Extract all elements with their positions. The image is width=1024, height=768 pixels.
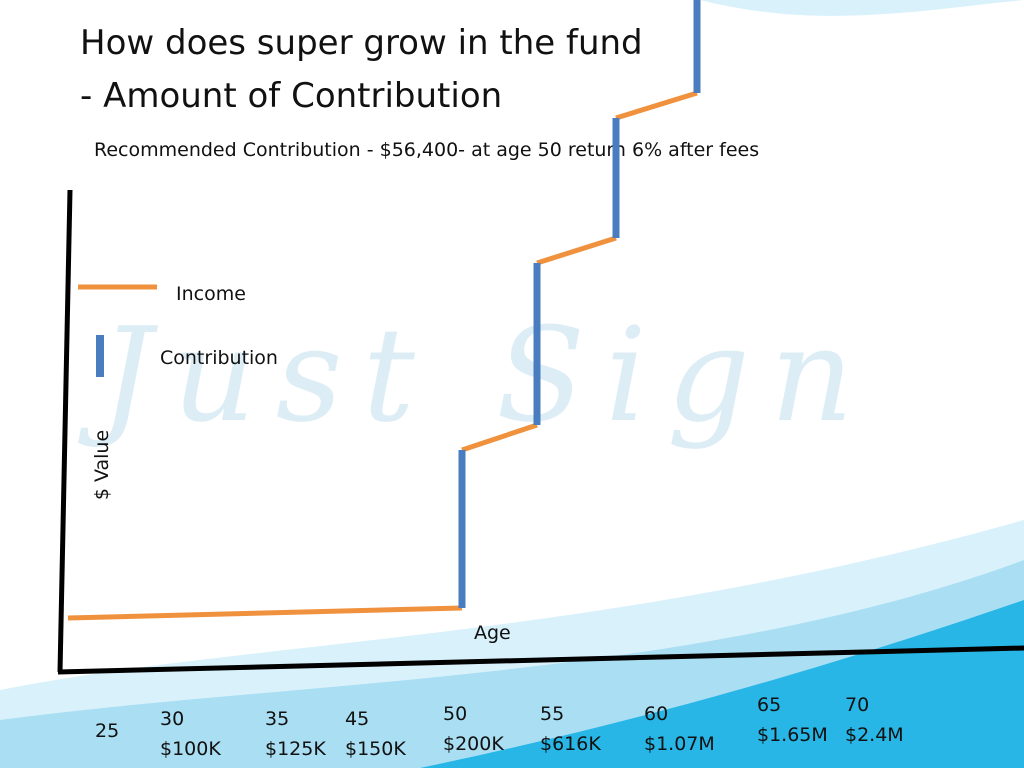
legend-swatch [96,335,104,377]
milestone-age: 65 [757,694,781,716]
wave-dark [420,600,1024,768]
milestone-age: 25 [95,720,119,742]
milestone-amount: $150K [345,738,406,760]
milestone-age: 50 [443,703,467,725]
milestone-age: 45 [345,708,369,730]
subtitle: Recommended Contribution - $56,400- at a… [94,139,759,161]
legend-label: Contribution [160,347,278,369]
y-axis [57,189,73,673]
growth-steps [67,0,701,621]
milestone-amount: $200K [443,733,504,755]
milestone-amount: $2.4M [845,724,904,746]
wave-top [700,0,1024,16]
milestone-age: 70 [845,694,869,716]
income-step [67,605,463,621]
milestone-amount: $1.65M [757,724,828,746]
milestone-amount: $1.07M [644,733,715,755]
milestone-age: 55 [540,703,564,725]
milestones: 25 30 $100K 35 $125K 45 $150K 50 $200K 55 $616K 60 $… [95,694,904,760]
title-line: How does super grow in the fund [80,23,643,63]
milestone-amount: $125K [265,738,326,760]
legend-label: Income [176,283,246,305]
income-step [461,422,538,453]
y-axis-label: $ Value [91,430,113,500]
milestone-age: 60 [644,703,668,725]
x-axis-label: Age [474,622,511,644]
watermark: Just Sign [78,299,874,451]
milestone-age: 30 [160,708,184,730]
milestone-amount: $100K [160,738,221,760]
milestone-amount: $616K [540,733,601,755]
title-line: - Amount of Contribution [80,76,502,116]
income-step [536,235,617,266]
income-step [615,90,698,121]
x-axis [57,645,1024,675]
milestone-age: 35 [265,708,289,730]
